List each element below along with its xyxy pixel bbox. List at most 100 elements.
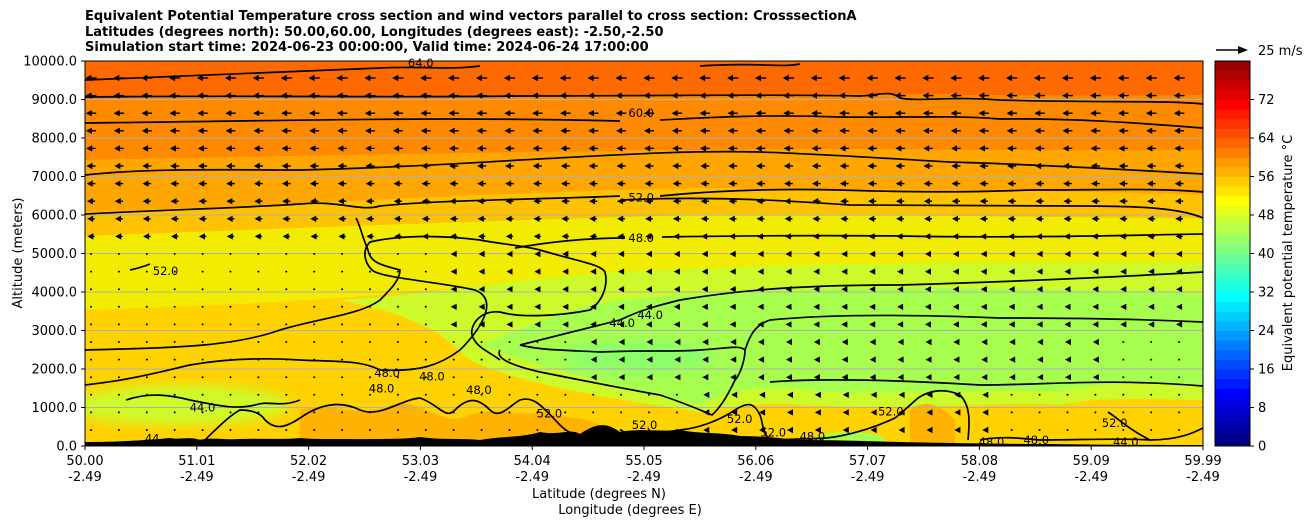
colorbar-band bbox=[1215, 99, 1250, 110]
wind-vector-head bbox=[866, 110, 873, 117]
wind-vector-head bbox=[895, 162, 902, 170]
wind-vector-head bbox=[923, 198, 930, 205]
wind-vector-head bbox=[85, 110, 92, 117]
wind-vector-dot bbox=[1066, 393, 1069, 396]
wind-vector-head bbox=[646, 321, 652, 328]
wind-vector-head bbox=[731, 409, 738, 416]
wind-vector-head bbox=[1034, 110, 1041, 117]
wind-vector-head bbox=[1037, 374, 1044, 381]
wind-vector-dot bbox=[285, 253, 288, 255]
wind-vector-head bbox=[87, 233, 94, 240]
wind-vector-head bbox=[1091, 198, 1098, 205]
wind-vector-head bbox=[562, 250, 569, 258]
wind-vector-dot bbox=[396, 429, 399, 431]
wind-vector-head bbox=[923, 145, 930, 152]
wind-vector-head bbox=[841, 356, 848, 363]
y-tick-label: 7000.0 bbox=[32, 170, 78, 185]
wind-vector-head bbox=[954, 391, 961, 398]
wind-vector-head bbox=[646, 374, 653, 381]
wind-vector-head bbox=[1007, 198, 1014, 205]
plot-area bbox=[85, 61, 1203, 446]
contour-label: 44 bbox=[145, 431, 160, 445]
wind-vector-head bbox=[561, 215, 568, 222]
gridlines bbox=[85, 99, 1203, 408]
wind-vector-dot bbox=[592, 393, 595, 396]
contour-52-left bbox=[129, 263, 151, 271]
wind-vector-dot bbox=[480, 411, 483, 414]
wind-vector-dot bbox=[145, 341, 148, 343]
wind-vector-head bbox=[421, 145, 428, 152]
wind-vector-head bbox=[1118, 127, 1125, 134]
wind-vector-head bbox=[1006, 92, 1013, 99]
wind-vector-head bbox=[86, 198, 93, 205]
wind-vector-head bbox=[1175, 215, 1182, 222]
wind-vector-head bbox=[978, 110, 985, 117]
wind-vector-head bbox=[922, 74, 929, 82]
wind-vector-head bbox=[644, 180, 651, 187]
wind-vector-dot bbox=[173, 253, 176, 255]
colorbar-band bbox=[1215, 253, 1250, 264]
wind-vector-head bbox=[615, 110, 622, 117]
wind-vector-head bbox=[1176, 321, 1183, 328]
wind-vector-head bbox=[1008, 250, 1015, 258]
wind-vector-head bbox=[1147, 198, 1154, 205]
quiver-key-label: 25 m/s bbox=[1258, 44, 1303, 59]
wind-vector-head bbox=[1034, 145, 1041, 152]
wind-vector-head bbox=[280, 74, 287, 82]
contour-44-low2 bbox=[769, 379, 1203, 387]
colorbar-band bbox=[1215, 330, 1250, 341]
wind-vector-head bbox=[337, 198, 344, 205]
wind-vector-dot bbox=[173, 288, 176, 291]
wind-vector-head bbox=[783, 127, 790, 134]
wind-vector-dot bbox=[90, 393, 92, 396]
wind-vector-dot bbox=[1122, 376, 1125, 379]
wind-vector-head bbox=[702, 374, 709, 381]
wind-vector-dot bbox=[452, 429, 455, 431]
wind-vector-dot bbox=[536, 429, 539, 431]
wind-vector-head bbox=[142, 198, 149, 205]
wind-vector-head bbox=[616, 127, 623, 134]
contour-label: 48.0 bbox=[466, 383, 492, 397]
wind-vector-head bbox=[392, 127, 399, 134]
colorbar-band bbox=[1215, 263, 1250, 274]
colorbar-tick-label: 24 bbox=[1258, 324, 1275, 339]
colorbar-band bbox=[1215, 282, 1250, 293]
wind-vector-head bbox=[478, 268, 485, 275]
wind-vector-head bbox=[731, 426, 738, 434]
wind-vector-dot bbox=[229, 429, 232, 431]
wind-vector-head bbox=[559, 74, 566, 82]
wind-vector-head bbox=[839, 180, 846, 187]
wind-vector-head bbox=[1089, 92, 1096, 99]
wind-vector-head bbox=[281, 145, 288, 152]
wind-vector-head bbox=[616, 198, 623, 205]
wind-vector-dot bbox=[145, 270, 148, 273]
wind-vector-dot bbox=[1038, 429, 1041, 431]
wind-vector-head bbox=[198, 162, 205, 170]
wind-vector-head bbox=[952, 321, 959, 328]
wind-vector-head bbox=[644, 127, 651, 134]
wind-vector-head bbox=[533, 180, 540, 187]
wind-vector-dot bbox=[536, 411, 539, 414]
wind-vector-head bbox=[1062, 110, 1069, 117]
wind-vector-head bbox=[954, 426, 961, 434]
wind-vector-head bbox=[812, 215, 819, 222]
wind-vector-dot bbox=[285, 429, 288, 431]
wind-vector-head bbox=[1035, 180, 1042, 187]
wind-vector-head bbox=[1008, 321, 1015, 328]
wind-vector-head bbox=[841, 268, 848, 275]
colorbar-band bbox=[1215, 234, 1250, 245]
wind-vector-head bbox=[672, 145, 679, 152]
contour-56b bbox=[85, 188, 1203, 215]
wind-vector-dot bbox=[564, 358, 567, 361]
wind-vector-dot bbox=[341, 429, 344, 431]
wind-vector-head bbox=[727, 74, 734, 82]
wind-vector-dot bbox=[229, 253, 232, 255]
colorbar-band bbox=[1215, 70, 1250, 81]
wind-vector-head bbox=[560, 110, 567, 117]
wind-vector-head bbox=[1120, 321, 1127, 328]
wind-vector-head bbox=[1145, 74, 1152, 82]
wind-vector-dot bbox=[508, 429, 511, 431]
wind-vector-head bbox=[671, 74, 678, 82]
wind-vector-head bbox=[196, 74, 203, 82]
wind-vector-head bbox=[253, 145, 260, 152]
